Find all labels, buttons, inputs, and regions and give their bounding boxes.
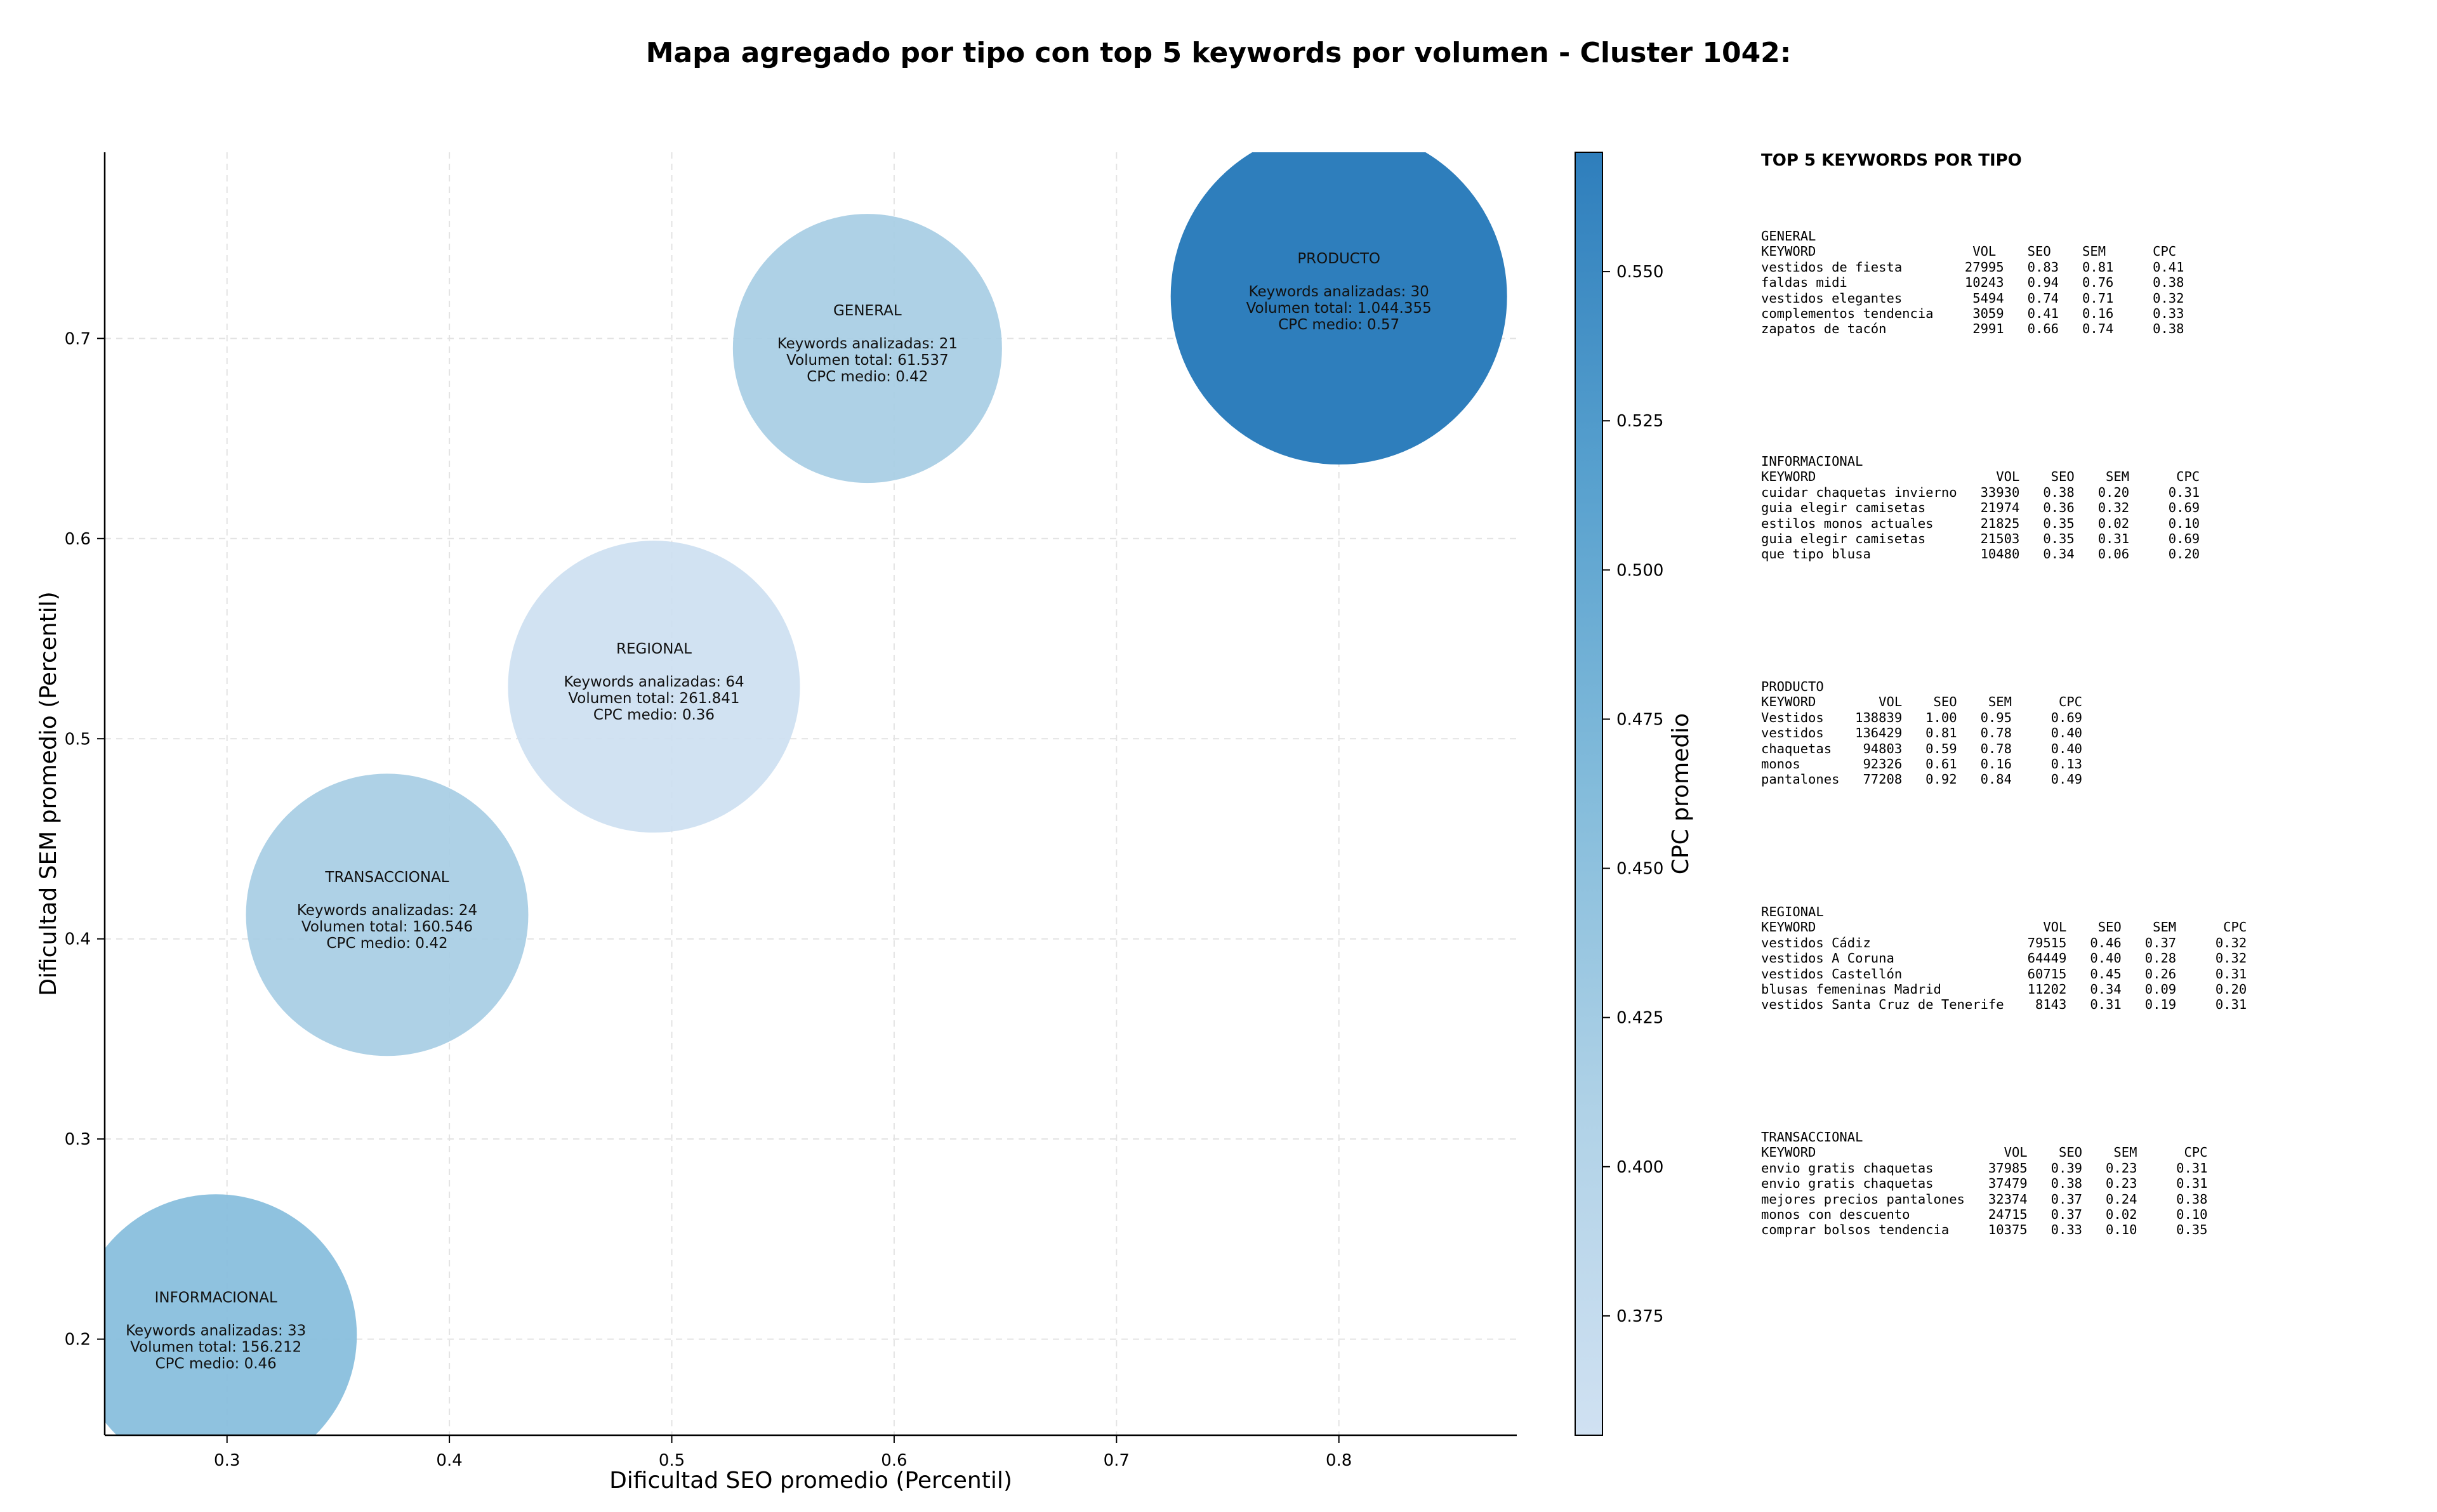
keyword-table-row: vestidos 136429 0.81 0.78 0.40 [1761, 725, 2083, 741]
bubble-general [732, 214, 1002, 483]
keyword-table-heading: GENERAL [1761, 228, 1816, 244]
y-tick-label: 0.7 [65, 329, 91, 348]
keyword-table-header: KEYWORD VOL SEO SEM CPC [1761, 1145, 2208, 1160]
side-panel-title: TOP 5 KEYWORDS POR TIPO [1761, 151, 2022, 170]
keyword-table-row: que tipo blusa 10480 0.34 0.06 0.20 [1761, 546, 2200, 562]
bubble-annotation: Volumen total: 1.044.355 [1246, 300, 1432, 317]
x-tick-label: 0.8 [1326, 1451, 1352, 1470]
keyword-table-row: estilos monos actuales 21825 0.35 0.02 0… [1761, 515, 2200, 531]
keyword-table-row: Vestidos 138839 1.00 0.95 0.69 [1761, 709, 2083, 725]
colorbar-gradient [1575, 152, 1603, 1436]
keyword-table-heading: REGIONAL [1761, 904, 1824, 919]
keyword-table-row: vestidos de fiesta 27995 0.83 0.81 0.41 [1761, 259, 2184, 275]
y-tick-label: 0.5 [65, 730, 91, 749]
keyword-table-row: vestidos Cádiz 79515 0.46 0.37 0.32 [1761, 935, 2247, 950]
bubble-annotation: Volumen total: 261.841 [568, 690, 739, 707]
keyword-table-row: monos con descuento 24715 0.37 0.02 0.10 [1761, 1206, 2208, 1222]
keyword-table-producto: PRODUCTO KEYWORD VOL SEO SEM CPC Vestidos … [1761, 679, 2082, 787]
axes: 0.3 0.4 0.5 0.6 0.7 0.8 0.2 0.3 0.4 0.5 0.6 0.7 Difi… [36, 152, 1517, 1494]
keyword-table-transaccional: TRANSACCIONAL KEYWORD VOL SEO SEM CPC envi… [1761, 1129, 2208, 1238]
keyword-table-regional: REGIONAL KEYWORD VOL SEO SEM CPC vestidos … [1761, 904, 2247, 1013]
bubble-annotation: Keywords analizadas: 33 [126, 1322, 306, 1339]
keyword-table-header: KEYWORD VOL SEO SEM CPC [1761, 244, 2177, 260]
bubble-regional [508, 541, 800, 833]
bubble-annotation: Volumen total: 61.537 [786, 352, 949, 369]
keyword-table-heading: INFORMACIONAL [1761, 454, 1863, 469]
colorbar-tick-label: 0.375 [1616, 1307, 1663, 1326]
chart-title: Mapa agregado por tipo con top 5 keyword… [645, 37, 1792, 69]
bubble-annotation: CPC medio: 0.57 [1278, 317, 1399, 333]
colorbar: 0.375 0.400 0.425 0.450 0.475 0.500 0.525 0.550… [1575, 152, 1694, 1436]
keyword-table-row: chaquetas 94803 0.59 0.78 0.40 [1761, 740, 2083, 756]
keyword-table-row: faldas midi 10243 0.94 0.76 0.38 [1761, 275, 2184, 291]
bubble-informacional [105, 1194, 357, 1435]
y-tick-label: 0.4 [65, 930, 91, 949]
bubble-annotation: CPC medio: 0.36 [593, 707, 715, 723]
keyword-table-general: GENERAL KEYWORD VOL SEO SEM CPC vestidos d… [1761, 228, 2184, 337]
keyword-table-row: envio gratis chaquetas 37985 0.39 0.23 0… [1761, 1160, 2208, 1176]
keyword-table-row: mejores precios pantalones 32374 0.37 0.… [1761, 1191, 2208, 1207]
keyword-table-row: comprar bolsos tendencia 10375 0.33 0.10… [1761, 1222, 2208, 1238]
bubble-transaccional [246, 773, 529, 1056]
colorbar-tick-label: 0.450 [1616, 860, 1663, 879]
keyword-table-row: vestidos Santa Cruz de Tenerife 8143 0.3… [1761, 997, 2247, 1013]
bubble-label: PRODUCTO [1297, 251, 1380, 267]
keyword-table-row: vestidos elegantes 5494 0.74 0.71 0.32 [1761, 290, 2184, 306]
top-keywords-panel: TOP 5 KEYWORDS POR TIPO GENERAL KEYWORD V… [1761, 151, 2396, 1237]
bubble-annotation: Keywords analizadas: 30 [1249, 284, 1429, 300]
keyword-table-row: vestidos A Coruna 64449 0.40 0.28 0.32 [1761, 950, 2247, 966]
y-tick-label: 0.3 [65, 1130, 91, 1149]
keyword-table-header: KEYWORD VOL SEO SEM CPC [1761, 469, 2200, 485]
keyword-table-header: KEYWORD VOL SEO SEM CPC [1761, 919, 2247, 935]
keyword-table-row: guia elegir camisetas 21503 0.35 0.31 0.… [1761, 530, 2200, 546]
keyword-table-row: guia elegir camisetas 21974 0.36 0.32 0.… [1761, 500, 2200, 516]
colorbar-tick-label: 0.525 [1616, 412, 1663, 431]
bubble-annotation: Volumen total: 160.546 [301, 919, 473, 935]
y-tick-label: 0.2 [65, 1331, 91, 1350]
bubble-producto [1170, 152, 1507, 465]
x-tick-label: 0.7 [1104, 1451, 1130, 1470]
keyword-table-row: blusas femeninas Madrid 11202 0.34 0.09 … [1761, 981, 2247, 997]
keyword-table-row: monos 92326 0.61 0.16 0.13 [1761, 756, 2083, 772]
y-axis-label: Dificultad SEM promedio (Percentil) [36, 591, 62, 996]
keyword-table-row: vestidos Castellón 60715 0.45 0.26 0.31 [1761, 966, 2247, 982]
colorbar-label: CPC promedio [1668, 713, 1694, 874]
keyword-table-row: pantalones 77208 0.92 0.84 0.49 [1761, 772, 2083, 787]
keyword-table-heading: TRANSACCIONAL [1761, 1129, 1863, 1145]
bubble-annotation: Keywords analizadas: 64 [564, 674, 744, 690]
colorbar-tick-label: 0.550 [1616, 263, 1663, 282]
x-tick-label: 0.3 [214, 1451, 240, 1470]
colorbar-tick-label: 0.425 [1616, 1009, 1663, 1028]
bubble-annotation: Keywords analizadas: 21 [777, 336, 958, 352]
bubble-annotation: Keywords analizadas: 24 [297, 902, 477, 919]
keyword-table-row: complementos tendencia 3059 0.41 0.16 0.… [1761, 305, 2184, 321]
colorbar-tick-label: 0.400 [1616, 1158, 1663, 1177]
colorbar-tick-label: 0.500 [1616, 561, 1663, 580]
keyword-table-header: KEYWORD VOL SEO SEM CPC [1761, 694, 2083, 710]
bubble-annotation: CPC medio: 0.42 [807, 369, 928, 385]
bubble-annotation: CPC medio: 0.46 [155, 1355, 277, 1372]
x-tick-label: 0.4 [436, 1451, 462, 1470]
bubble-label: REGIONAL [616, 641, 692, 657]
bubble-label: INFORMACIONAL [155, 1289, 277, 1306]
bubble-label: TRANSACCIONAL [324, 869, 449, 886]
x-axis-label: Dificultad SEO promedio (Percentil) [609, 1468, 1012, 1494]
keyword-table-row: zapatos de tacón 2991 0.66 0.74 0.38 [1761, 321, 2184, 337]
x-tick-label: 0.5 [659, 1451, 685, 1470]
keyword-table-informacional: INFORMACIONAL KEYWORD VOL SEO SEM CPC cuid… [1761, 454, 2200, 562]
y-tick-label: 0.6 [65, 530, 91, 549]
colorbar-tick-label: 0.475 [1616, 710, 1663, 729]
keyword-table-row: envio gratis chaquetas 37479 0.38 0.23 0… [1761, 1176, 2208, 1192]
keyword-table-row: cuidar chaquetas invierno 33930 0.38 0.2… [1761, 484, 2200, 500]
keyword-table-heading: PRODUCTO [1761, 679, 1824, 694]
bubble-label: GENERAL [833, 303, 902, 319]
x-tick-label: 0.6 [881, 1451, 907, 1470]
bubble-annotation: Volumen total: 156.212 [130, 1339, 301, 1355]
bubble-annotation: CPC medio: 0.42 [326, 935, 447, 952]
